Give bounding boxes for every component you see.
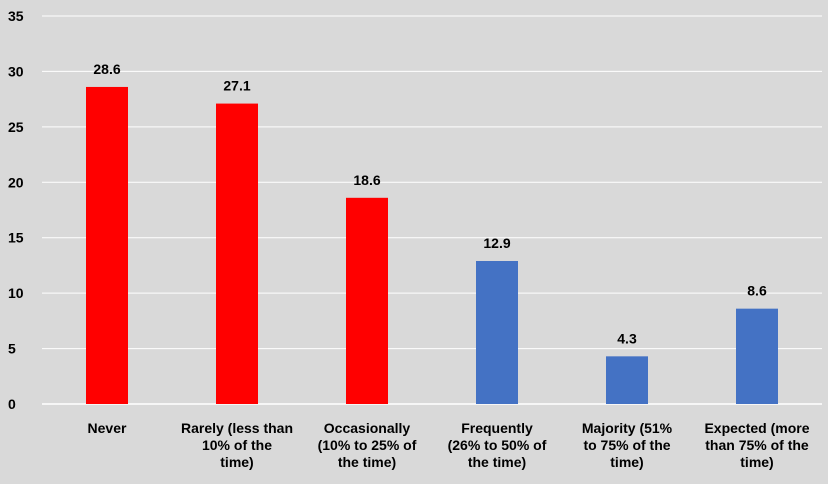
bars — [86, 86, 778, 404]
y-tick-label: 35 — [8, 8, 24, 24]
x-tick-label-line: to 75% of the — [583, 437, 670, 453]
data-label: 12.9 — [483, 235, 510, 251]
bar — [346, 197, 388, 404]
x-tick-label-line: Occasionally — [324, 420, 411, 436]
x-tick-label: Majority (51% to 75% of the time) — [582, 420, 673, 470]
gridlines — [42, 15, 822, 405]
data-labels: 28.6 27.1 18.6 12.9 4.3 8.6 — [93, 61, 767, 346]
x-tick-label-line: 10% of the — [202, 437, 272, 453]
x-tick-label: Occasionally (10% to 25% of the time) — [318, 420, 417, 470]
x-tick-label-line: (10% to 25% of — [318, 437, 417, 453]
data-label: 18.6 — [353, 172, 380, 188]
x-tick-label-line: Frequently — [461, 420, 533, 436]
x-tick-label: Expected (more than 75% of the time) — [704, 420, 809, 470]
x-tick-label-line: time) — [610, 454, 643, 470]
x-tick-label: Frequently (26% to 50% of the time) — [448, 420, 547, 470]
x-tick-label-line: Majority (51% — [582, 420, 673, 436]
data-label: 8.6 — [747, 283, 767, 299]
bar — [606, 356, 648, 404]
y-tick-label: 15 — [8, 230, 24, 246]
x-tick-label-line: than 75% of the — [705, 437, 809, 453]
x-axis-ticks: Never Rarely (less than 10% of the time)Occ… — [88, 420, 810, 470]
y-tick-label: 25 — [8, 119, 24, 135]
y-tick-label: 10 — [8, 285, 24, 301]
x-tick-label-line: time) — [220, 454, 253, 470]
x-tick-label-line: Rarely (less than — [181, 420, 293, 436]
bar — [736, 308, 778, 404]
y-axis-ticks: 0 5 10 15 20 25 30 35 — [8, 8, 24, 412]
x-tick-label: Rarely (less than 10% of the time) — [181, 420, 293, 470]
bar — [216, 103, 258, 404]
data-label: 4.3 — [617, 330, 637, 346]
y-tick-label: 5 — [8, 341, 16, 357]
x-tick-label: Never — [88, 420, 127, 436]
x-tick-label-line: Expected (more — [704, 420, 809, 436]
x-tick-label-line: Never — [88, 420, 127, 436]
data-label: 27.1 — [223, 78, 250, 94]
x-tick-label-line: the time) — [338, 454, 396, 470]
y-tick-label: 20 — [8, 174, 24, 190]
data-label: 28.6 — [93, 61, 120, 77]
bar — [476, 260, 518, 404]
y-tick-label: 30 — [8, 63, 24, 79]
x-tick-label-line: time) — [740, 454, 773, 470]
x-tick-label-line: the time) — [468, 454, 526, 470]
y-tick-label: 0 — [8, 396, 16, 412]
bar — [86, 86, 128, 404]
x-tick-label-line: (26% to 50% of — [448, 437, 547, 453]
